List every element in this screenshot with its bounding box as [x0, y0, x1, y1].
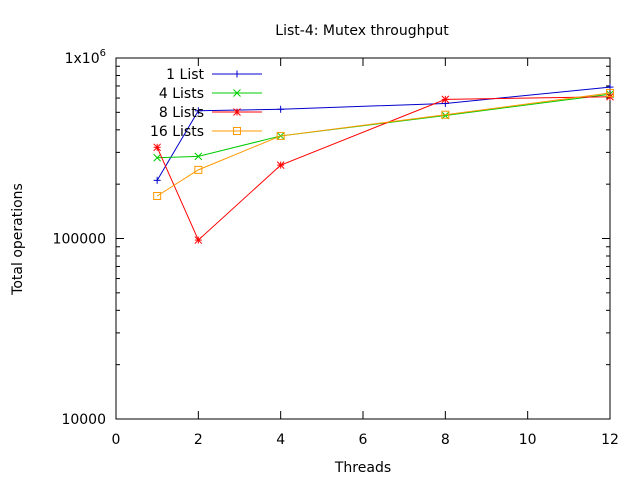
- y-tick-exponent: 6: [100, 48, 106, 59]
- legend-label: 16 Lists: [150, 124, 204, 140]
- y-tick-label: 1x106: [65, 48, 106, 67]
- x-axis: 0 2 4 6 8 10 12: [112, 58, 619, 448]
- series-group: [153, 83, 614, 244]
- y-axis-label: Total operations: [10, 183, 26, 296]
- legend-label: 1 List: [166, 67, 204, 83]
- data-point: [153, 191, 162, 200]
- series-line: [156, 92, 611, 197]
- legend-label: 8 Lists: [159, 105, 204, 121]
- x-tick-label: 12: [601, 432, 619, 448]
- x-tick-label: 8: [441, 432, 450, 448]
- data-point: [194, 165, 203, 174]
- data-point: [276, 131, 285, 140]
- data-point: [606, 88, 614, 97]
- y-tick-label: 10000: [61, 412, 106, 428]
- data-point: [153, 153, 162, 162]
- series-8-lists: [153, 92, 614, 244]
- y-tick-label: 100000: [53, 232, 106, 248]
- legend-entry: 1 List: [166, 67, 262, 83]
- data-point: [277, 105, 285, 113]
- data-point: [233, 89, 241, 97]
- x-tick-label: 2: [194, 432, 203, 448]
- legend-label: 4 Lists: [159, 86, 204, 102]
- x-tick-label: 4: [276, 432, 285, 448]
- data-point: [441, 110, 450, 119]
- y-axis: 10000 100000 1x106: [53, 48, 610, 428]
- data-point: [233, 70, 241, 78]
- x-tick-label: 0: [112, 432, 121, 448]
- series-16-lists: [153, 88, 614, 200]
- data-point: [194, 152, 203, 161]
- data-point: [233, 127, 241, 135]
- legend-entry: 8 Lists: [159, 105, 262, 121]
- series-1-list: [153, 83, 614, 184]
- legend-entry: 16 Lists: [150, 124, 262, 140]
- x-tick-label: 10: [519, 432, 537, 448]
- legend: 1 List 4 Lists 8 Lists 16 Lists: [150, 67, 262, 140]
- data-point: [441, 95, 450, 104]
- data-point: [194, 107, 202, 115]
- series-line: [157, 93, 611, 159]
- x-tick-label: 6: [359, 432, 368, 448]
- series-line: [156, 86, 611, 181]
- chart-title: List-4: Mutex throughput: [275, 23, 449, 39]
- data-point: [153, 143, 162, 152]
- x-axis-label: Threads: [334, 460, 391, 476]
- data-point: [153, 176, 161, 184]
- data-point: [276, 161, 285, 169]
- data-point: [194, 236, 203, 244]
- series-line: [156, 96, 611, 241]
- data-point: [233, 108, 241, 116]
- legend-entry: 4 Lists: [159, 86, 262, 102]
